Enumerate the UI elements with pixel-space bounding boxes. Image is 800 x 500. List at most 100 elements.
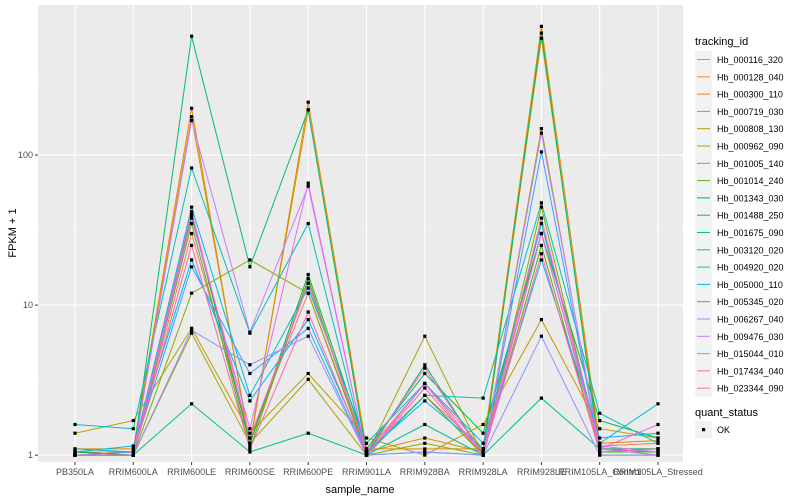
data-point xyxy=(131,427,135,431)
x-tick-label: RRIM105LA_Stressed xyxy=(613,467,703,477)
data-point xyxy=(306,326,310,330)
data-point xyxy=(423,381,427,386)
data-point xyxy=(539,334,543,338)
point-legend-title: quant_status xyxy=(695,407,758,419)
data-point xyxy=(423,422,427,427)
data-point xyxy=(190,291,194,295)
data-point xyxy=(131,419,135,423)
data-point xyxy=(306,100,310,104)
data-point xyxy=(248,258,252,262)
data-point xyxy=(539,31,543,35)
data-point xyxy=(248,431,252,435)
data-point xyxy=(656,431,660,435)
data-point xyxy=(248,330,252,334)
data-point xyxy=(248,371,252,376)
data-point xyxy=(598,441,602,445)
data-point xyxy=(73,450,77,454)
data-point xyxy=(364,450,369,454)
x-tick-label: RRIM600PE xyxy=(283,467,333,477)
data-point xyxy=(539,243,543,247)
data-point xyxy=(539,258,543,262)
data-point xyxy=(306,377,310,381)
x-tick-label: RRIM105LA_Control xyxy=(558,467,641,477)
data-point xyxy=(190,258,194,262)
x-tick-label: RRIM928BA xyxy=(400,467,450,477)
data-point xyxy=(539,231,543,236)
data-point xyxy=(481,453,485,457)
legend-entry-label: Hb_017434_040 xyxy=(717,366,784,376)
data-point xyxy=(248,444,252,448)
data-point xyxy=(598,447,602,451)
data-point xyxy=(190,231,194,236)
data-point xyxy=(423,363,427,367)
data-point xyxy=(598,450,602,454)
legend-entry-label: Hb_001014_240 xyxy=(717,176,784,186)
data-point xyxy=(248,265,252,269)
y-tick-label: 100 xyxy=(18,150,33,160)
data-point xyxy=(190,166,194,170)
data-point xyxy=(73,431,77,435)
data-point xyxy=(423,399,427,403)
data-point xyxy=(190,326,194,330)
point-legend-key-point xyxy=(702,428,706,432)
data-point xyxy=(190,402,194,406)
data-point xyxy=(131,447,135,451)
legend-entry-label: Hb_001675_090 xyxy=(717,228,784,238)
data-point xyxy=(539,216,543,220)
legend-entry-label: Hb_001488_250 xyxy=(717,211,784,221)
data-point xyxy=(306,291,310,295)
point-legend: quant_status OK xyxy=(695,407,758,438)
data-point xyxy=(539,127,543,131)
data-point xyxy=(423,393,427,397)
data-point xyxy=(131,444,135,448)
x-tick-label: PB350LA xyxy=(56,467,94,477)
data-point xyxy=(73,422,77,427)
legend-entry-label: Hb_005000_110 xyxy=(717,280,783,290)
data-point xyxy=(306,181,310,185)
data-point xyxy=(481,447,485,451)
x-tick-label: RRIM600SE xyxy=(225,467,275,477)
x-tick-label: RRIM928LA xyxy=(459,467,508,477)
data-point xyxy=(306,108,310,112)
data-point xyxy=(190,106,194,110)
data-point xyxy=(190,210,194,214)
legend-entry-label: Hb_000128_040 xyxy=(717,72,784,82)
legend-entry-label: Hb_023344_090 xyxy=(717,384,784,394)
data-point xyxy=(656,436,660,440)
x-tick-label: RRIM901LA xyxy=(342,467,391,477)
data-point xyxy=(539,318,543,322)
x-axis: PB350LA RRIM600LA RRIM600LE RRIM600SE RRIM60… xyxy=(56,462,703,477)
data-point xyxy=(656,450,660,454)
legend-entry-label: Hb_009476_030 xyxy=(717,332,784,342)
data-point xyxy=(423,436,427,440)
data-point xyxy=(73,447,77,451)
data-point xyxy=(656,422,660,427)
data-point xyxy=(190,118,194,123)
data-point xyxy=(306,281,310,285)
data-point xyxy=(306,286,310,290)
data-point xyxy=(306,431,310,435)
data-point xyxy=(306,371,310,376)
x-tick-label: RRIM600LE xyxy=(167,467,216,477)
x-axis-title: sample_name xyxy=(325,484,394,496)
data-point xyxy=(190,243,194,247)
data-point xyxy=(598,419,602,423)
data-point xyxy=(190,265,194,269)
data-point xyxy=(364,436,369,440)
data-point xyxy=(190,34,194,38)
data-point xyxy=(423,447,427,451)
data-point xyxy=(190,221,194,226)
x-tick-label: RRIM600LA xyxy=(109,467,158,477)
data-point xyxy=(364,447,369,451)
point-legend-entry-label: OK xyxy=(717,425,730,435)
legend-entry-label: Hb_006267_040 xyxy=(717,315,784,325)
data-point xyxy=(423,450,427,454)
legend-entry-label: Hb_000116_320 xyxy=(717,55,783,65)
y-axis-title: FPKM + 1 xyxy=(7,208,19,257)
legend-entry-label: Hb_000300_110 xyxy=(717,90,783,100)
legend-entry-label: Hb_001005_140 xyxy=(717,159,784,169)
data-point xyxy=(481,396,485,400)
data-point xyxy=(598,427,602,431)
data-point xyxy=(248,441,252,445)
